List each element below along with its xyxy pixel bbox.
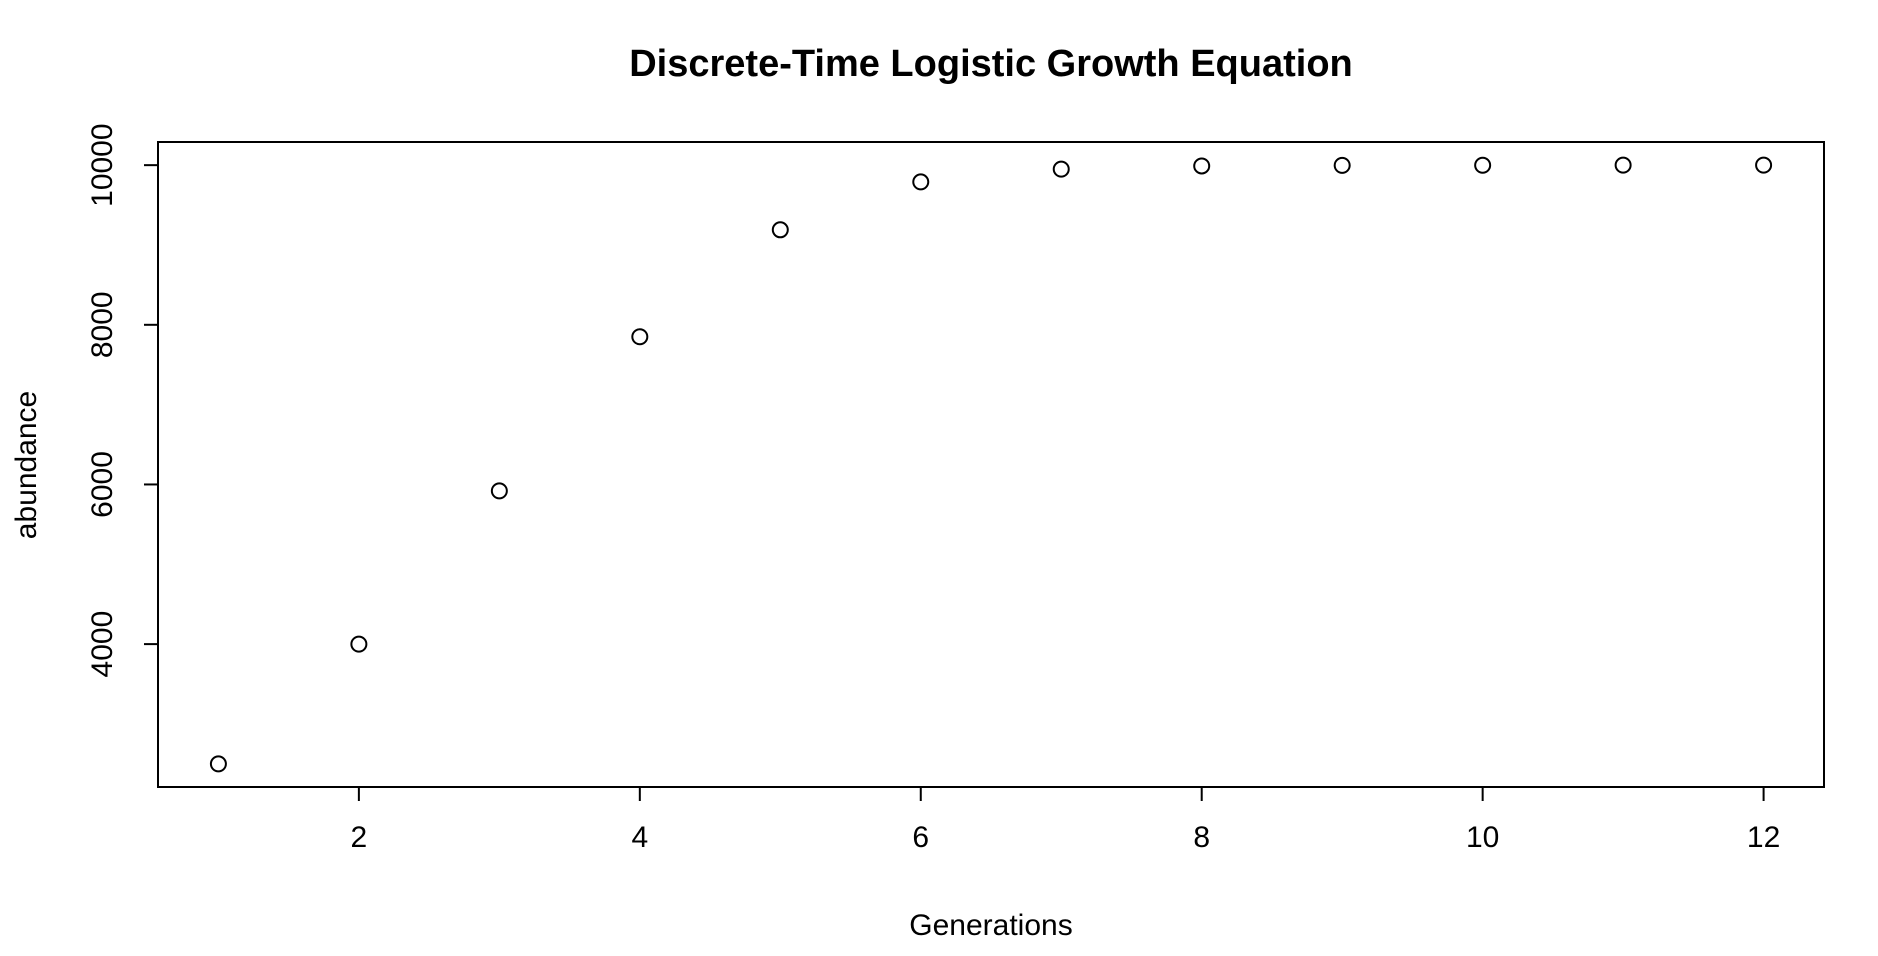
- data-point: [1052, 160, 1070, 178]
- x-tick-label: 4: [631, 821, 648, 854]
- data-point: [1474, 156, 1492, 174]
- data-points: [209, 156, 1773, 773]
- data-point: [490, 482, 508, 500]
- data-point: [1614, 156, 1632, 174]
- y-tick-label: 6000: [86, 451, 119, 518]
- data-point: [1333, 156, 1351, 174]
- y-axis: 4000 6000 8000 10000: [86, 123, 159, 678]
- data-point: [771, 221, 789, 239]
- data-point: [350, 635, 368, 653]
- data-point: [631, 328, 649, 346]
- data-point: [912, 173, 930, 191]
- data-point: [1193, 157, 1211, 175]
- x-tick-label: 10: [1466, 821, 1499, 854]
- x-axis: 2 4 6 8 10 12: [351, 786, 1780, 854]
- y-tick-label: 4000: [86, 611, 119, 678]
- data-point: [209, 755, 227, 773]
- y-tick-label: 10000: [86, 123, 119, 206]
- y-axis-label: abundance: [10, 391, 43, 539]
- x-tick-label: 12: [1747, 821, 1780, 854]
- y-tick-label: 8000: [86, 291, 119, 358]
- x-tick-label: 6: [912, 821, 929, 854]
- chart-title: Discrete-Time Logistic Growth Equation: [629, 43, 1353, 85]
- x-axis-label: Generations: [909, 909, 1072, 942]
- data-point: [1755, 156, 1773, 174]
- x-tick-label: 8: [1193, 821, 1210, 854]
- plot-frame: [157, 141, 1825, 788]
- x-tick-label: 2: [351, 821, 368, 854]
